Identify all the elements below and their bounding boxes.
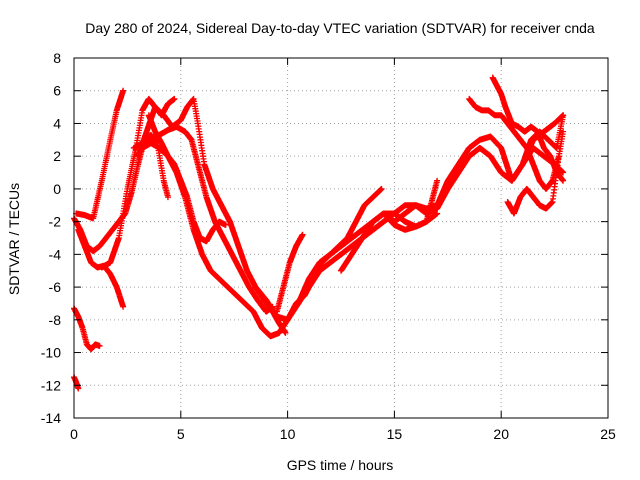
x-axis-label: GPS time / hours <box>287 457 394 473</box>
y-tick-label: -10 <box>41 345 61 361</box>
data-series-track-12 <box>273 231 306 315</box>
x-tick-label: 15 <box>387 426 403 442</box>
data-series-track-18 <box>504 128 567 217</box>
y-tick-label: 6 <box>53 83 61 99</box>
y-tick-label: -2 <box>49 214 62 230</box>
data-series-track-7 <box>130 123 276 315</box>
y-tick-label: -4 <box>49 246 62 262</box>
y-tick-label: 0 <box>53 181 61 197</box>
x-tick-label: 20 <box>493 426 509 442</box>
data-points <box>130 123 276 315</box>
y-tick-label: -8 <box>49 312 62 328</box>
y-tick-label: 4 <box>53 115 61 131</box>
y-tick-label: -6 <box>49 279 62 295</box>
data-points <box>73 87 127 222</box>
data-points <box>519 112 567 168</box>
data-points <box>273 231 306 315</box>
plot-border <box>73 57 609 419</box>
x-tick-label: 10 <box>280 426 296 442</box>
x-tick-label: 25 <box>600 426 616 442</box>
y-tick-label: -12 <box>41 377 61 393</box>
x-tick-label: 5 <box>177 426 185 442</box>
data-series-track-15 <box>380 177 441 233</box>
data-points <box>504 128 567 217</box>
data-series-track-5 <box>73 87 127 222</box>
data-marks <box>71 74 567 392</box>
data-series-track-19 <box>519 112 567 168</box>
y-tick-label: 2 <box>53 148 61 164</box>
data-points <box>380 177 441 233</box>
y-tick-label: -14 <box>41 410 61 426</box>
x-tick-label: 0 <box>70 426 78 442</box>
grid-lines <box>74 58 608 418</box>
chart-title: Day 280 of 2024, Sidereal Day-to-day VTE… <box>85 20 595 36</box>
y-axis-label: SDTVAR / TECUs <box>6 183 22 295</box>
y-tick-label: 8 <box>53 50 61 66</box>
tick-labels: 0 5 10 15 20 25 -14 -12 -10 -8 -6 -4 -2 0 2 4 6 8 <box>41 50 616 442</box>
